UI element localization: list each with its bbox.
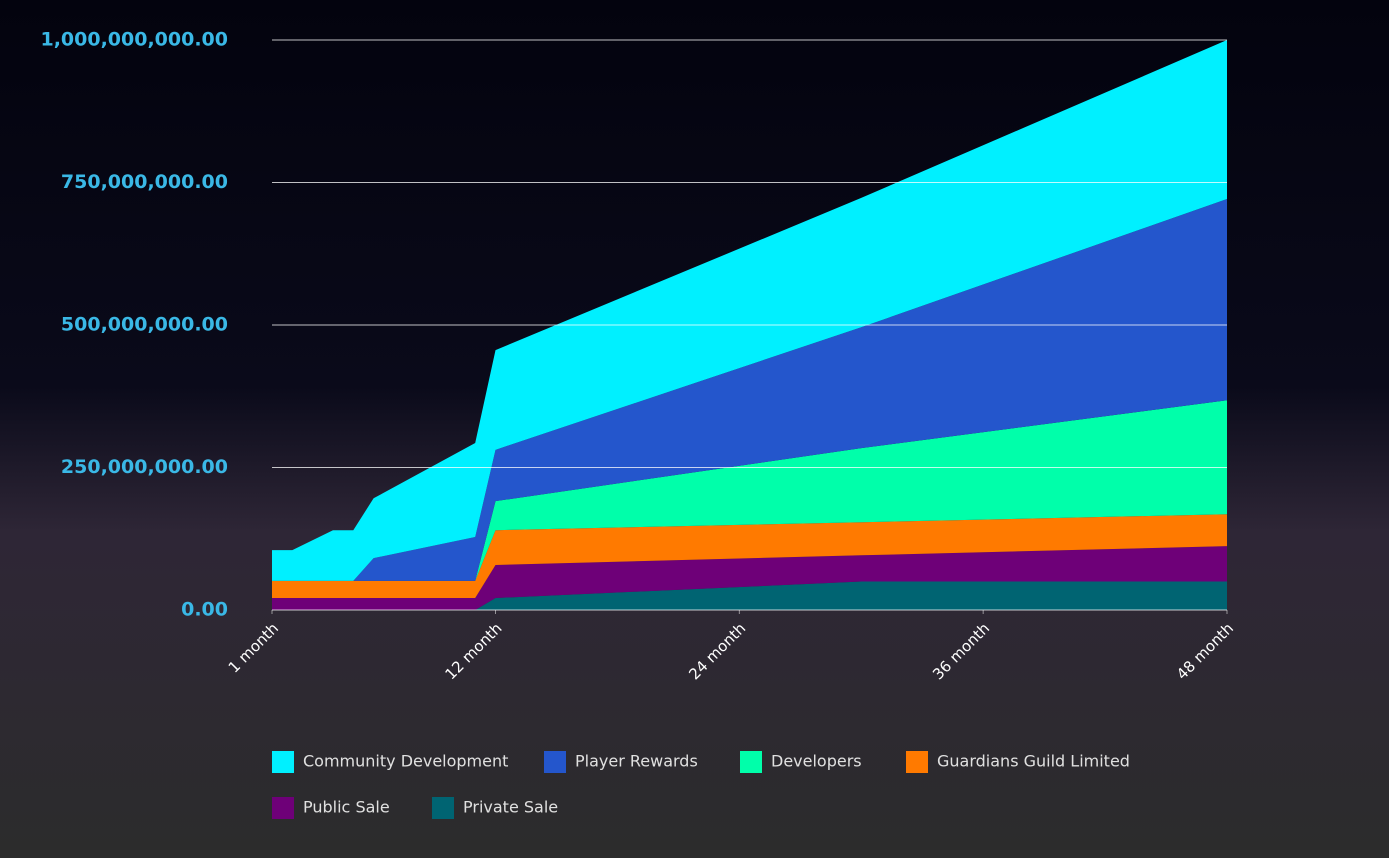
y-tick-label: 0.00 (181, 599, 228, 621)
area (272, 546, 1227, 610)
legend-label: Private Sale (463, 798, 558, 817)
y-tick-label: 750,000,000.00 (61, 171, 228, 193)
y-tick-label: 250,000,000.00 (61, 456, 228, 478)
legend-label: Guardians Guild Limited (937, 752, 1130, 771)
y-tick-label: 1,000,000,000.00 (40, 29, 228, 51)
area (272, 514, 1227, 599)
legend-swatch (432, 797, 454, 819)
legend-swatch (544, 751, 566, 773)
legend-label: Public Sale (303, 798, 390, 817)
legend-swatch (272, 751, 294, 773)
legend-label: Player Rewards (575, 752, 698, 771)
legend-label: Developers (771, 752, 862, 771)
legend-swatch (740, 751, 762, 773)
area (272, 400, 1227, 581)
y-tick-label: 500,000,000.00 (61, 314, 228, 336)
area (272, 40, 1227, 581)
legend-swatch (906, 751, 928, 773)
legend-label: Community Development (303, 752, 508, 771)
area (272, 581, 1227, 610)
legend-swatch (272, 797, 294, 819)
area (272, 199, 1227, 581)
